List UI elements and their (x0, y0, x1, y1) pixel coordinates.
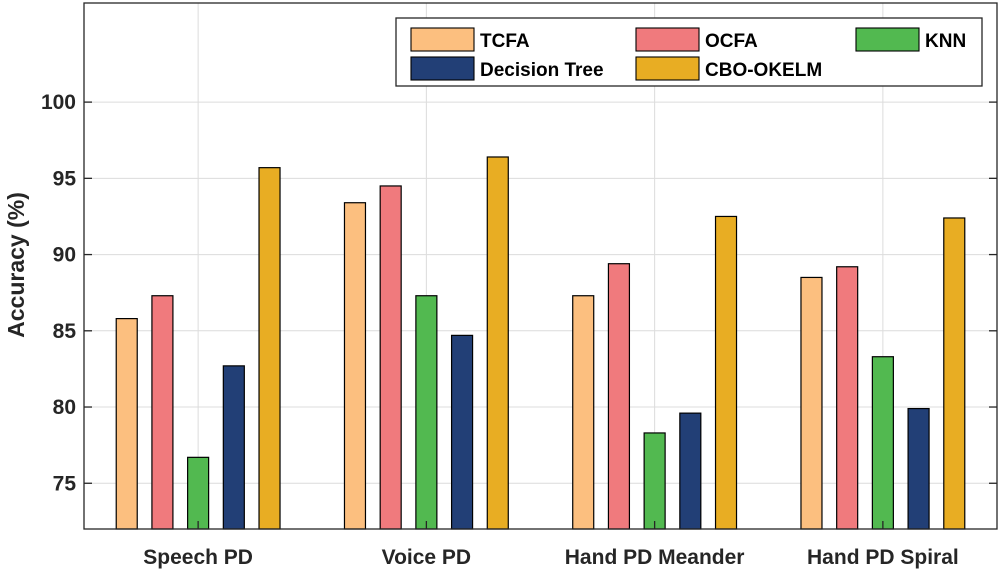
bar-tcfa-3 (800, 276, 823, 530)
bar-ocfa-0 (151, 295, 174, 530)
legend-swatch (410, 27, 475, 52)
y-tick-label: 80 (53, 396, 76, 419)
bar-tcfa-1 (343, 202, 367, 530)
bar-tcfa-0 (115, 318, 138, 530)
legend-swatch (855, 27, 920, 52)
bars (115, 156, 966, 530)
legend: TCFA OCFA KNN Decision Tree CBO-OKELM (395, 17, 983, 87)
legend-label: TCFA (480, 31, 530, 52)
legend-label: OCFA (705, 31, 758, 52)
y-axis-ticks: 75 80 85 90 95 100 (41, 91, 997, 529)
y-tick-label: 90 (53, 244, 76, 267)
bar-ocfa-1 (379, 185, 402, 530)
legend-swatch (410, 56, 475, 81)
y-tick-label: 100 (41, 91, 76, 114)
bar-ocfa-2 (607, 263, 631, 530)
bar-knn-3 (871, 356, 894, 530)
y-tick-label: 75 (53, 472, 77, 495)
bar-decision-tree-2 (679, 412, 702, 530)
x-axis-categories: Speech PD Voice PD Hand PD Meander Hand PD … (143, 546, 958, 569)
x-category-label: Speech PD (143, 546, 253, 569)
bar-ocfa-3 (836, 266, 859, 530)
x-category-label: Hand PD Meander (565, 546, 745, 569)
y-tick-label: 85 (53, 320, 77, 343)
bar-cbo-okelm-2 (714, 215, 738, 530)
bar-decision-tree-1 (450, 334, 474, 530)
bar-knn-0 (187, 456, 210, 530)
legend-label: Decision Tree (480, 60, 604, 81)
legend-label: CBO-OKELM (705, 60, 822, 81)
legend-swatch (635, 56, 700, 81)
x-category-label: Hand PD Spiral (807, 546, 959, 569)
bar-cbo-okelm-0 (258, 167, 281, 530)
bar-knn-2 (643, 432, 666, 530)
bar-decision-tree-0 (222, 365, 245, 530)
plot-frame (83, 2, 998, 530)
bar-cbo-okelm-1 (486, 156, 509, 530)
legend-swatch (635, 27, 700, 52)
bar-knn-1 (415, 295, 438, 530)
bar-cbo-okelm-3 (943, 217, 966, 530)
bar-tcfa-2 (572, 295, 595, 530)
x-category-label: Voice PD (382, 546, 471, 569)
y-axis-title: Accuracy (%) (3, 192, 29, 338)
bar-decision-tree-3 (907, 407, 930, 530)
legend-label: KNN (925, 31, 966, 52)
y-tick-label: 95 (53, 167, 77, 190)
